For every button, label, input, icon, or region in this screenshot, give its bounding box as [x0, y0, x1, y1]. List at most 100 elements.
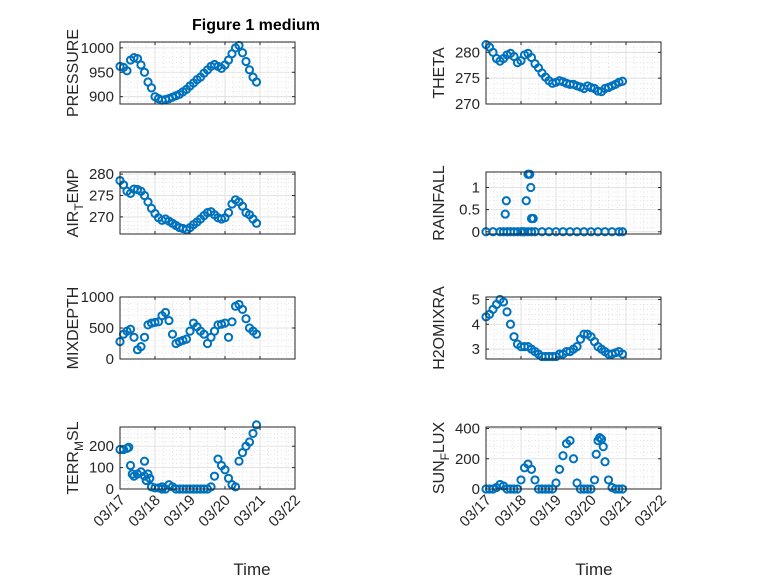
y-tick-label: 500: [89, 320, 114, 337]
subplot-sun_flux: 020040003/1703/1803/1903/2003/2103/22SUN…: [431, 421, 670, 531]
data-point: [251, 420, 262, 430]
data-point: [241, 56, 251, 67]
data-point: [501, 196, 511, 206]
data-point: [558, 451, 568, 461]
data-point: [136, 342, 146, 352]
y-tick-label: 100: [89, 460, 114, 477]
x-axis-label-left: Time: [233, 560, 270, 579]
data-point: [125, 460, 136, 471]
data-point: [251, 77, 262, 87]
y-tick-label: 280: [455, 44, 480, 61]
y-axis-label: PRESSURE: [65, 29, 82, 117]
y-tick-label: 1000: [81, 40, 114, 57]
data-point: [565, 436, 575, 446]
data-point: [164, 315, 174, 326]
data-point: [157, 482, 167, 492]
data-point: [122, 66, 132, 76]
axes-box: [119, 426, 296, 490]
y-axis-label: TERRMSL: [65, 421, 86, 494]
series-points: [115, 420, 262, 494]
x-tick-label: 03/20: [195, 492, 234, 531]
data-point: [199, 329, 209, 339]
series-points: [115, 40, 262, 105]
y-tick-label: 270: [89, 209, 114, 226]
data-point: [526, 227, 537, 237]
y-tick-label: 0: [472, 481, 480, 498]
data-point: [160, 307, 171, 318]
x-tick-label: 03/22: [631, 492, 670, 531]
data-point: [589, 475, 600, 485]
y-tick-label: 950: [89, 64, 114, 81]
data-point: [227, 317, 237, 327]
y-tick-label: 275: [89, 188, 114, 205]
data-point: [139, 456, 150, 466]
series-points: [115, 175, 262, 235]
y-tick-label: 5: [472, 291, 480, 308]
data-point: [500, 209, 510, 219]
series-points: [481, 432, 628, 494]
y-tick-label: 400: [455, 421, 480, 438]
data-point: [528, 213, 538, 224]
axes-box: [485, 296, 662, 360]
data-point: [568, 454, 579, 464]
y-tick-label: 1: [472, 180, 480, 197]
y-tick-label: 270: [455, 96, 480, 113]
data-point: [167, 329, 178, 339]
data-point: [598, 442, 608, 452]
data-point: [223, 332, 234, 342]
axes-box: [485, 41, 662, 105]
data-point: [617, 349, 628, 359]
series-points: [481, 169, 628, 237]
y-tick-label: 1000: [81, 289, 114, 306]
x-tick-label: 03/21: [596, 492, 635, 531]
y-tick-label: 0: [106, 351, 114, 368]
data-point: [617, 76, 628, 86]
y-tick-label: 275: [455, 70, 480, 87]
data-point: [241, 314, 251, 324]
data-point: [509, 332, 519, 342]
series-points: [481, 294, 628, 362]
x-tick-label: 03/18: [125, 492, 164, 531]
x-axis-label-right: Time: [575, 560, 612, 579]
y-tick-label: 0.5: [459, 202, 480, 219]
data-point: [251, 329, 262, 339]
data-point: [572, 342, 582, 352]
x-tick-label: 03/21: [230, 492, 269, 531]
data-point: [614, 227, 624, 237]
axes-box: [119, 41, 296, 105]
data-point: [600, 457, 610, 467]
y-axis-label: THETA: [431, 47, 448, 99]
y-tick-label: 0: [472, 224, 480, 241]
data-point: [244, 65, 255, 75]
data-point: [603, 475, 614, 485]
y-axis-label: H2OMIXRA: [431, 286, 448, 370]
data-point: [516, 475, 526, 485]
data-point: [244, 437, 255, 447]
data-point: [129, 332, 139, 342]
x-tick-label: 03/18: [491, 492, 530, 531]
data-point: [146, 83, 157, 93]
data-point: [526, 182, 536, 193]
data-point: [595, 432, 605, 443]
x-tick-label: 03/19: [160, 492, 199, 531]
data-point: [139, 332, 150, 342]
axes-box: [485, 171, 662, 235]
data-point: [125, 324, 136, 334]
axes-box: [119, 171, 296, 235]
y-tick-label: 280: [89, 166, 114, 183]
y-tick-label: 3: [472, 341, 480, 358]
data-point: [237, 48, 248, 58]
data-point: [139, 67, 150, 77]
y-tick-label: 900: [89, 89, 114, 106]
data-point: [143, 469, 153, 479]
data-point: [209, 471, 220, 481]
data-point: [525, 169, 535, 179]
y-axis-label: SUNFLUX: [431, 422, 452, 495]
subplot-rainfall: 0 0.5 1 RAINFALL: [431, 165, 662, 241]
series-points: [481, 39, 628, 97]
